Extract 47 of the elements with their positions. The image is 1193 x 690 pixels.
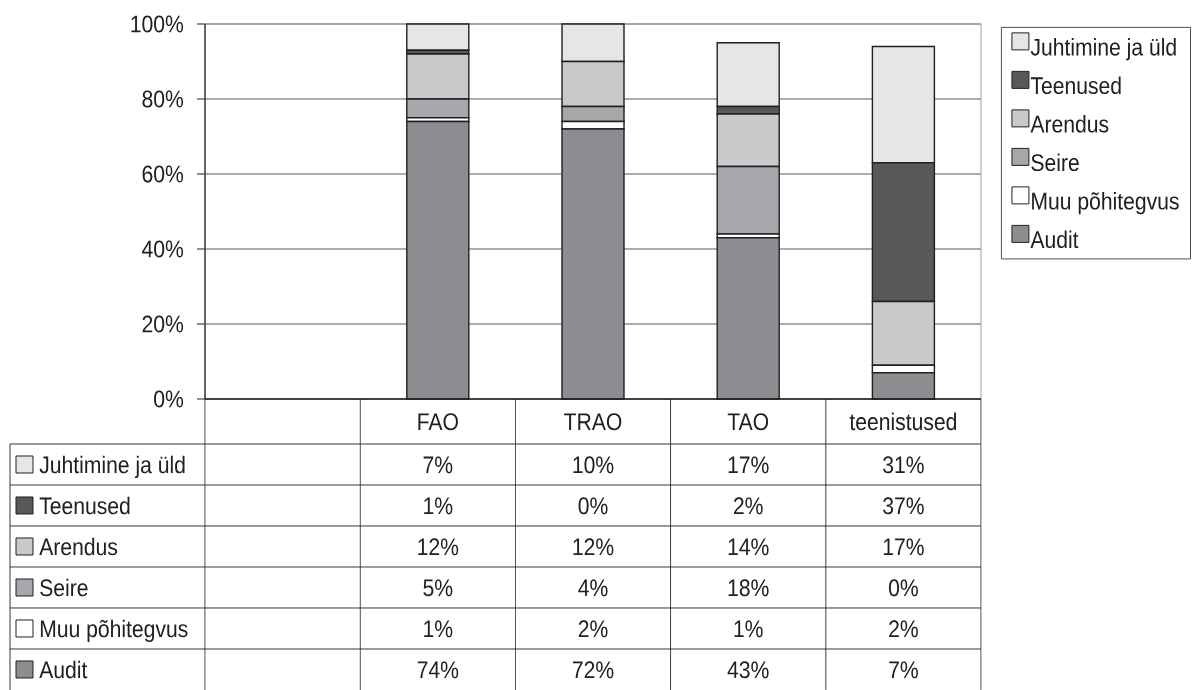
legend-label: Teenused <box>1030 76 1121 95</box>
data-label: 17% <box>728 456 769 474</box>
legend-label: Seire <box>1031 153 1079 172</box>
data-label: 14% <box>728 538 769 556</box>
data-label: 74% <box>417 661 459 679</box>
y-tick-label: 100% <box>131 15 184 33</box>
data-label: 1% <box>424 620 453 638</box>
x-tick-label: FAO <box>418 413 458 431</box>
data-label: 2% <box>889 620 918 638</box>
legend-label: Juhtimine ja üld <box>1030 38 1176 61</box>
text: Arendus <box>39 537 118 556</box>
data-label: 1% <box>424 497 453 515</box>
data-label: 17% <box>883 538 924 556</box>
data-label: 2% <box>734 497 763 515</box>
data-label: 2% <box>578 620 608 638</box>
text: Seire <box>40 578 88 597</box>
y-tick-label: 20% <box>142 315 184 333</box>
data-label: 1% <box>734 620 763 638</box>
x-tick-label: TAO <box>727 413 769 431</box>
text: Audit <box>39 660 88 679</box>
y-tick-label: 60% <box>142 165 184 183</box>
data-label: 37% <box>883 497 924 515</box>
y-tick-label: 40% <box>142 240 184 258</box>
text: Teenused <box>39 496 130 515</box>
data-label: 12% <box>573 538 614 556</box>
legend-label: Arendus <box>1030 115 1109 133</box>
data-label: 31% <box>883 456 924 474</box>
text: Juhtimine ja üld <box>39 455 185 479</box>
bar <box>406 23 470 51</box>
data-label: 12% <box>418 538 459 556</box>
legend-label: Audit <box>1030 230 1079 249</box>
data-label: 72% <box>572 661 614 679</box>
data-label: 18% <box>728 579 769 597</box>
text: Muu põhitegvus <box>40 619 188 643</box>
data-label: 4% <box>578 579 608 597</box>
x-tick-label: teenistused <box>849 412 957 431</box>
legend-label: Muu põhitegvus <box>1032 191 1179 215</box>
data-label: 5% <box>423 579 453 597</box>
y-tick-label: 80% <box>142 90 184 108</box>
data-label: 0% <box>888 579 918 597</box>
y-tick-label: 0% <box>154 390 184 408</box>
data-label: 0% <box>578 497 608 515</box>
data-label: 43% <box>727 661 769 679</box>
data-label: 7% <box>889 661 918 679</box>
data-label: 10% <box>573 456 614 474</box>
x-tick-label: TRAO <box>564 413 622 431</box>
data-label: 7% <box>423 456 453 474</box>
